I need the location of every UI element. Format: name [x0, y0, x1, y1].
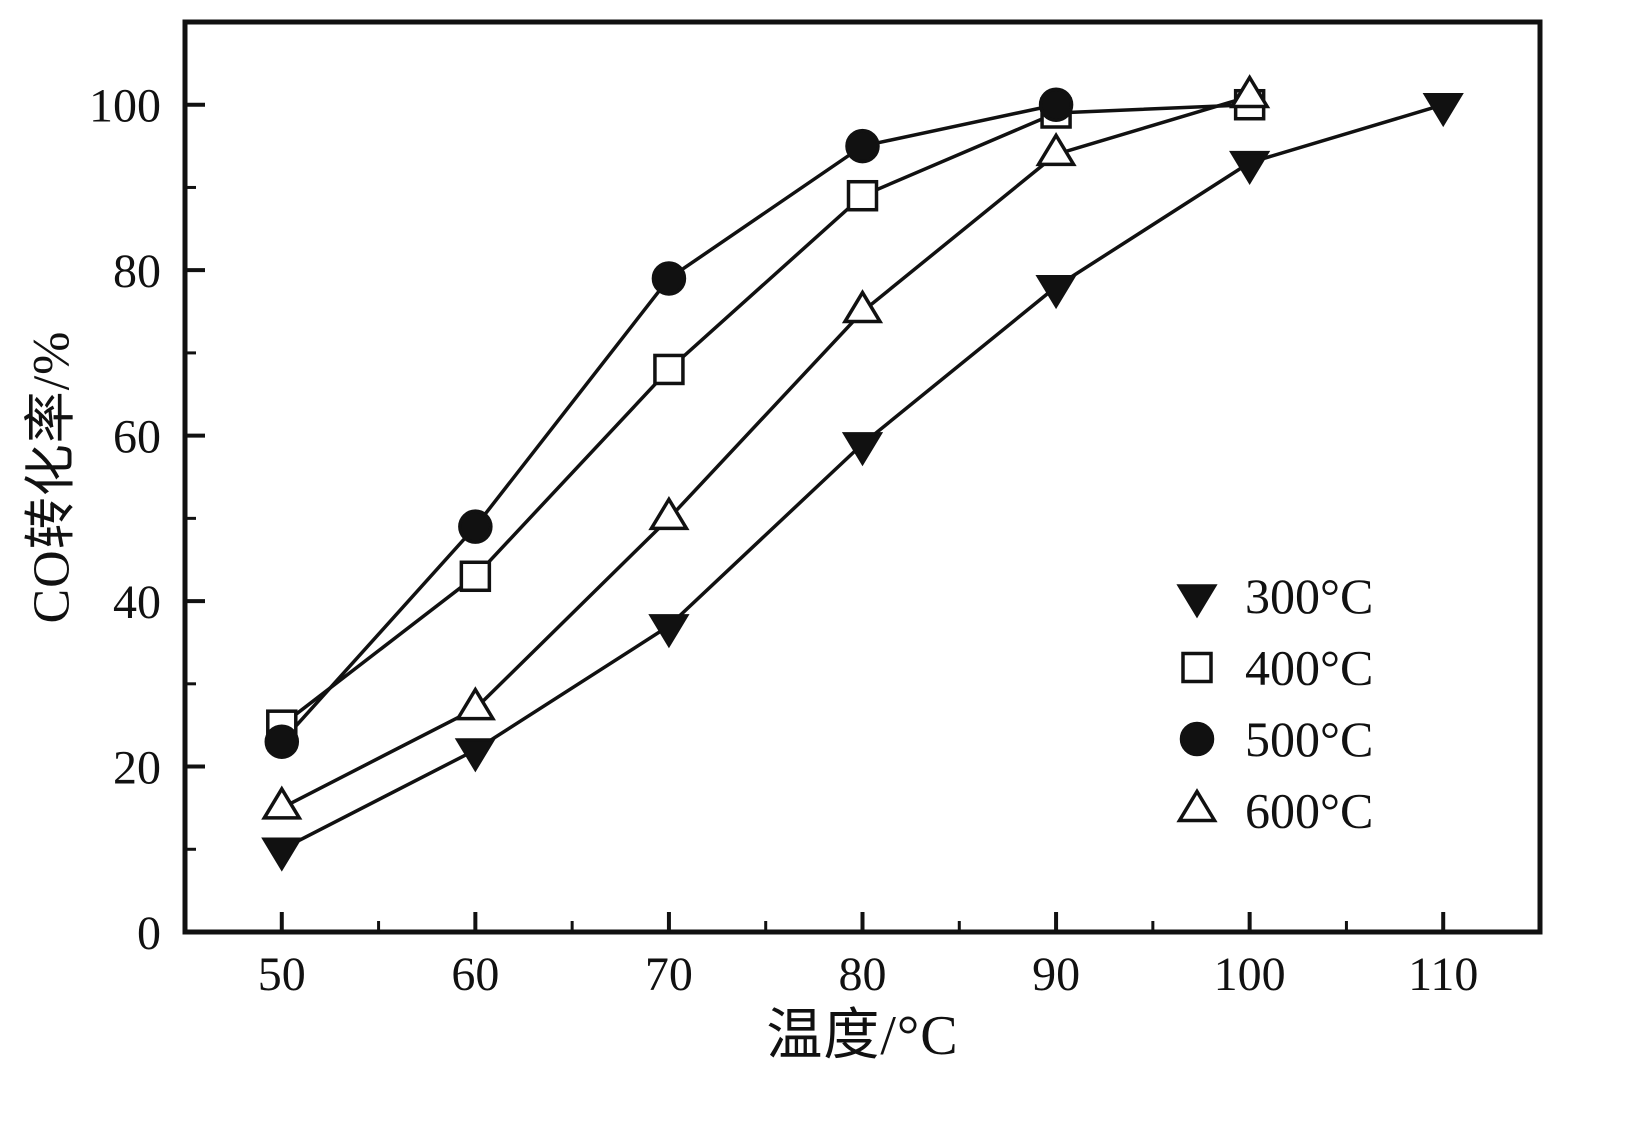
marker-triangle-down	[1035, 274, 1077, 310]
marker-triangle-down	[841, 432, 884, 467]
legend-item-300°C: 300°C	[1176, 568, 1373, 624]
marker-triangle-up	[1035, 131, 1077, 167]
marker-circle	[1038, 87, 1074, 122]
y-tick-label: 0	[137, 907, 161, 960]
x-axis-label: 温度/°C	[766, 1005, 959, 1067]
marker-triangle-up	[1229, 74, 1271, 109]
legend-marker-triangle-down	[1176, 584, 1218, 619]
marker-circle	[651, 261, 687, 296]
y-tick-label: 40	[113, 576, 161, 629]
marker-square	[846, 179, 879, 212]
x-tick-label: 60	[451, 948, 499, 1001]
y-tick-label: 60	[113, 411, 161, 464]
series-markers-500°C	[264, 87, 1074, 759]
x-tick-label: 110	[1408, 948, 1478, 1001]
marker-triangle-up	[261, 785, 303, 820]
legend-marker-circle	[1179, 721, 1215, 757]
marker-triangle-up	[648, 495, 690, 531]
marker-triangle-down	[1229, 150, 1271, 186]
marker-triangle-up	[841, 289, 884, 324]
series-markers-300°C	[261, 92, 1464, 872]
marker-square	[459, 560, 492, 593]
x-tick-label: 70	[645, 948, 693, 1001]
legend-label: 400°C	[1245, 640, 1373, 696]
x-tick-label: 100	[1214, 948, 1286, 1001]
x-tick-label: 90	[1032, 948, 1080, 1001]
series-line-600°C	[280, 94, 1251, 810]
x-tick-label: 50	[258, 948, 306, 1001]
legend-marker-square	[1181, 651, 1213, 684]
legend-item-600°C: 600°C	[1176, 783, 1373, 839]
x-tick-label: 80	[839, 948, 887, 1001]
legend-item-500°C: 500°C	[1179, 711, 1373, 767]
marker-square	[653, 353, 685, 386]
marker-triangle-down	[261, 837, 303, 872]
y-tick-label: 80	[113, 245, 161, 298]
marker-triangle-down	[648, 614, 690, 649]
legend-label: 300°C	[1245, 568, 1373, 624]
legend-label: 600°C	[1245, 783, 1373, 839]
legend-label: 500°C	[1245, 711, 1373, 767]
marker-triangle-down	[454, 738, 496, 773]
y-tick-label: 20	[113, 742, 161, 795]
marker-circle	[458, 509, 493, 544]
marker-triangle-up	[454, 686, 496, 721]
legend-marker-triangle-up	[1176, 788, 1218, 823]
series-line-400°C	[280, 102, 1250, 727]
series-markers-600°C	[261, 74, 1271, 820]
y-axis-label: CO转化率/%	[23, 330, 81, 624]
legend: 300°C 400°C 500°C 600°C	[1176, 568, 1373, 839]
marker-triangle-down	[1422, 92, 1464, 128]
marker-circle	[264, 724, 300, 759]
y-tick-label: 100	[89, 80, 161, 133]
marker-circle	[845, 128, 880, 164]
legend-item-400°C: 400°C	[1181, 640, 1373, 696]
